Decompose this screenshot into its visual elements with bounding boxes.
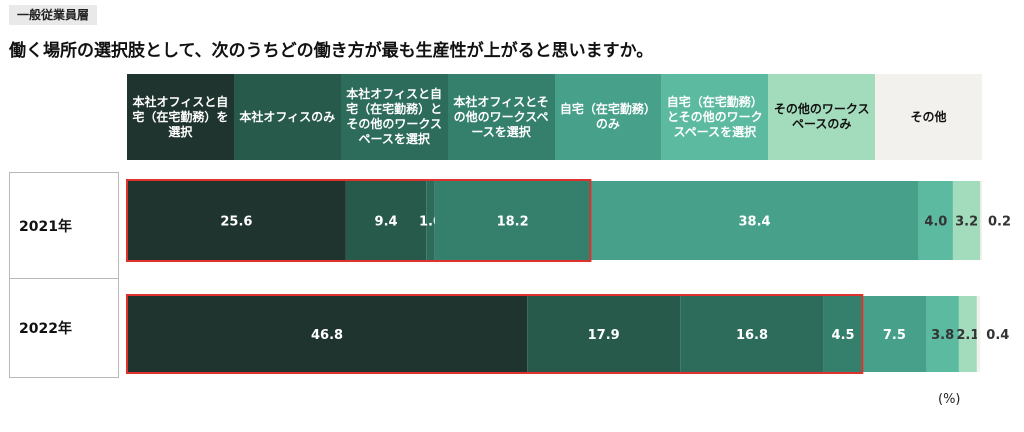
bar-segment-2022年-5 [862,296,927,372]
bar-segment-2021年-1 [127,181,346,260]
bar-segment-2022年-4 [823,296,863,372]
legend-item-2: 本社オフィスのみ [233,74,341,160]
value-label-2021年-7: 3.2 [955,215,978,230]
bar-segment-2022年-1 [127,296,528,372]
value-label-2021年-1: 25.6 [220,215,252,230]
bar-segment-2022年-7 [958,296,977,372]
question-title: 働く場所の選択肢として、次のうちどの働き方が最も生産性が上がると思いますか。 [9,41,654,61]
legend-item-7: その他のワークスペースのみ [768,74,876,160]
legend-item-5: 自宅（在宅勤務）のみ [554,74,662,160]
legend-item-3: 本社オフィスと自宅（在宅勤務）とその他のワークスペースを選択 [340,74,448,160]
bar-segment-2022年-8 [976,296,981,372]
bar-segment-2021年-8 [980,181,982,260]
value-label-2022年-4: 4.5 [832,328,855,343]
bar-segment-2021年-6 [918,181,953,260]
legend-item-1: 本社オフィスと自宅（在宅勤務）を選択 [127,74,234,160]
value-label-2021年-8: 0.2 [988,215,1011,230]
bar-segment-2022年-6 [926,296,959,372]
highlight-frame-2022年 [126,294,864,374]
value-label-2022年-1: 46.8 [311,328,343,343]
bar-segment-2021年-2 [345,181,427,260]
value-label-2022年-6: 3.8 [931,328,954,343]
bar-segment-2022年-3 [680,296,824,372]
value-label-2022年-2: 17.9 [588,328,620,343]
value-label-2022年-7: 2.1 [956,328,979,343]
value-label-2021年-5: 38.4 [739,215,771,230]
segment-tag: 一般従業員層 [9,5,98,25]
bar-segment-2021年-7 [952,181,981,260]
legend: 本社オフィスと自宅（在宅勤務）を選択 本社オフィスのみ 本社オフィスと自宅（在宅… [127,74,982,160]
value-label-2021年-6: 4.0 [924,215,947,230]
legend-item-6: 自宅（在宅勤務）とその他のワークスペースを選択 [661,74,769,160]
highlight-frame-2021年 [126,179,592,262]
legend-item-8: その他 [875,74,982,160]
unit-label: (%) [938,392,961,407]
row-label-2022: 2022年 [9,278,119,378]
value-label-2022年-5: 7.5 [883,328,906,343]
bar-segment-2021年-5 [590,181,919,260]
bar-segment-2021年-3 [426,181,435,260]
value-label-2022年-3: 16.8 [736,328,768,343]
bar-segment-2021年-4 [434,181,591,260]
bar-segment-2022年-2 [527,296,681,372]
value-label-2021年-4: 18.2 [497,215,529,230]
value-label-2022年-8: 0.4 [986,328,1009,343]
legend-item-4: 本社オフィスとその他のワークスペースを選択 [447,74,555,160]
value-label-2021年-2: 9.4 [375,215,398,230]
